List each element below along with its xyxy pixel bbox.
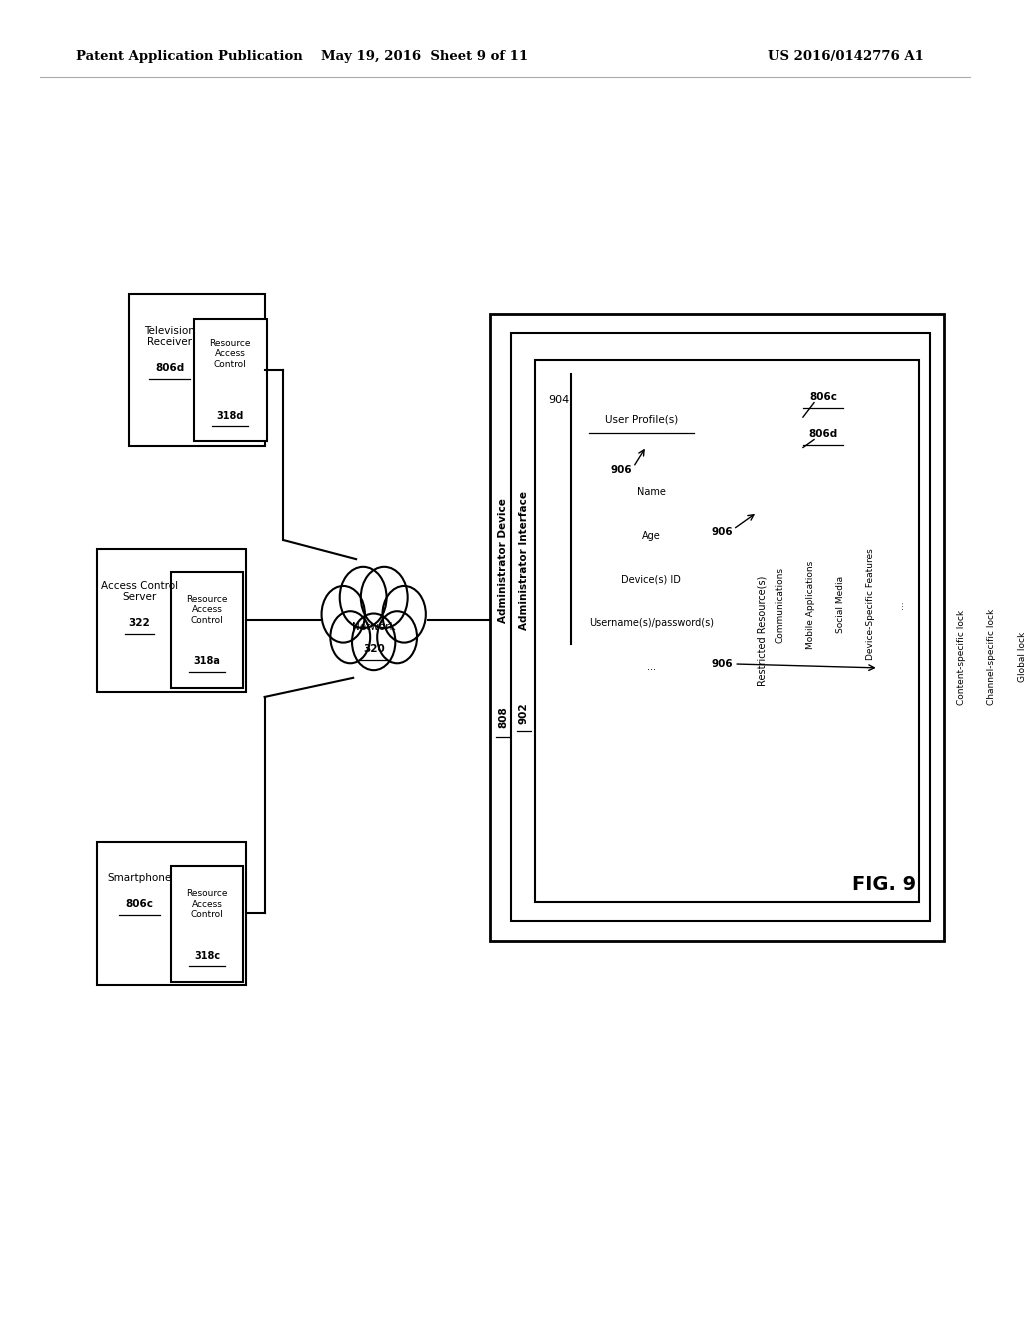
Text: Restricted Resource(s): Restricted Resource(s)	[758, 576, 768, 686]
Text: 902: 902	[519, 702, 528, 723]
Text: 318c: 318c	[194, 950, 220, 961]
Text: FIG. 9: FIG. 9	[852, 875, 915, 894]
Text: 808: 808	[498, 706, 508, 727]
Text: 318d: 318d	[217, 411, 244, 421]
Text: Channel-specific lock: Channel-specific lock	[987, 610, 996, 705]
Text: 322: 322	[128, 618, 151, 628]
Text: 806d: 806d	[809, 429, 838, 440]
Bar	[171, 572, 244, 688]
Text: Mobile Applications: Mobile Applications	[806, 561, 814, 648]
Text: Smartphone: Smartphone	[108, 873, 171, 883]
Bar	[171, 866, 244, 982]
Text: User Profile(s): User Profile(s)	[605, 414, 678, 425]
Text: Name: Name	[637, 487, 666, 498]
Text: Patent Application Publication: Patent Application Publication	[76, 50, 302, 63]
Circle shape	[352, 614, 395, 671]
Text: Administrator Device: Administrator Device	[498, 499, 508, 623]
Bar	[511, 333, 930, 921]
Text: Username(s)/password(s): Username(s)/password(s)	[589, 618, 714, 628]
Bar	[194, 319, 266, 441]
Text: 906: 906	[712, 527, 733, 537]
Text: ...: ...	[896, 601, 905, 609]
Bar	[489, 314, 944, 940]
Text: 806d: 806d	[155, 363, 184, 374]
Text: 318a: 318a	[194, 656, 220, 667]
Text: Device-Specific Features: Device-Specific Features	[866, 549, 876, 660]
Bar	[129, 294, 265, 446]
Circle shape	[377, 611, 417, 663]
Text: Social Media: Social Media	[836, 576, 845, 634]
Text: Resource
Access
Control: Resource Access Control	[210, 339, 251, 368]
Text: Content-specific lock: Content-specific lock	[957, 610, 966, 705]
Text: Resource
Access
Control: Resource Access Control	[186, 595, 227, 624]
Text: Network: Network	[352, 622, 395, 632]
Text: Global lock: Global lock	[1018, 632, 1024, 682]
Text: Administrator Interface: Administrator Interface	[519, 491, 528, 631]
Text: Device(s) ID: Device(s) ID	[622, 574, 681, 585]
Bar	[97, 842, 247, 985]
Bar	[536, 360, 920, 902]
Text: Access Control
Server: Access Control Server	[100, 581, 178, 602]
Circle shape	[360, 566, 408, 628]
Text: 904: 904	[548, 395, 569, 405]
Text: Age: Age	[642, 531, 660, 541]
Text: US 2016/0142776 A1: US 2016/0142776 A1	[768, 50, 924, 63]
Text: Communications: Communications	[775, 566, 784, 643]
Text: 806c: 806c	[125, 899, 154, 909]
Text: 806c: 806c	[809, 392, 838, 403]
Circle shape	[383, 586, 426, 643]
Text: 320: 320	[362, 644, 385, 655]
Text: May 19, 2016  Sheet 9 of 11: May 19, 2016 Sheet 9 of 11	[321, 50, 527, 63]
Bar	[97, 549, 247, 692]
Text: 906: 906	[610, 465, 632, 475]
Circle shape	[331, 611, 371, 663]
Text: ...: ...	[647, 661, 656, 672]
Circle shape	[340, 566, 387, 628]
Text: Resource
Access
Control: Resource Access Control	[186, 890, 227, 919]
Circle shape	[322, 586, 365, 643]
Text: 906: 906	[712, 659, 733, 669]
Text: Television
Receiver: Television Receiver	[144, 326, 196, 347]
